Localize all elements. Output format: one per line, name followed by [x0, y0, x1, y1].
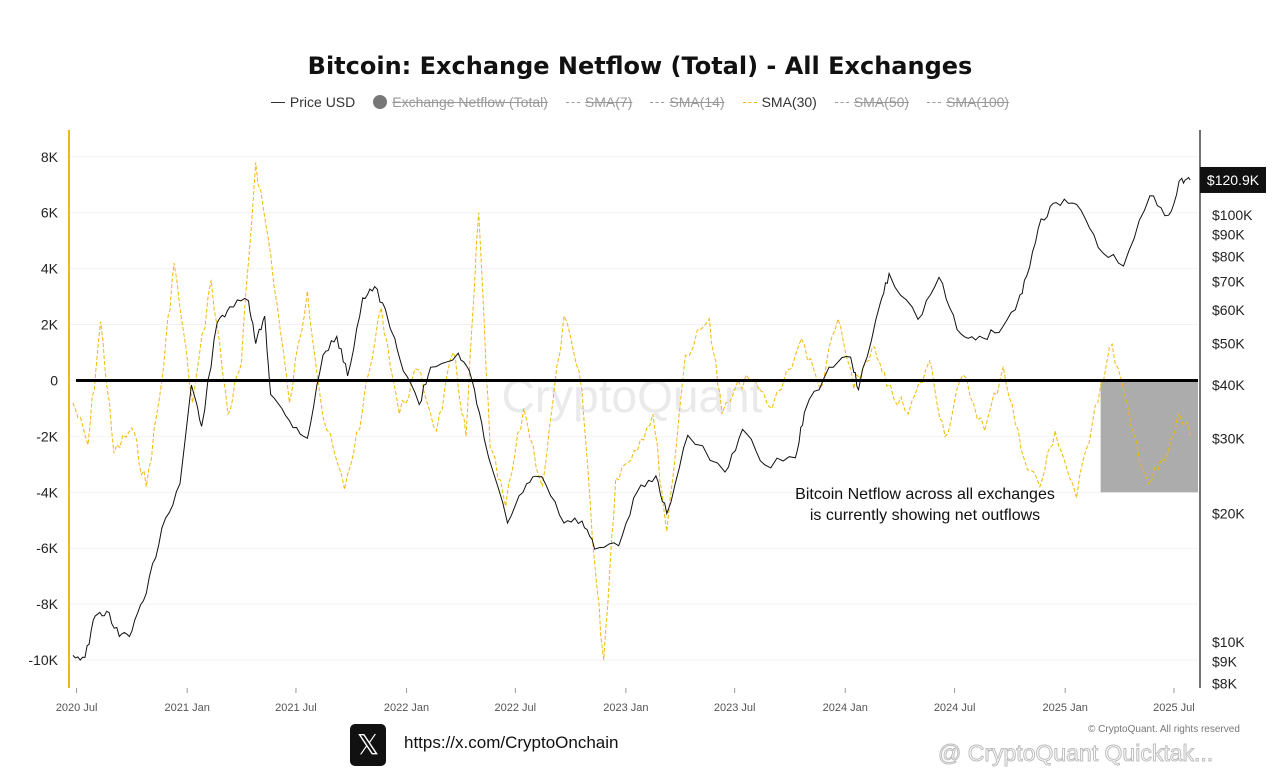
series-line-sma30 [72, 162, 1191, 661]
y-tick-label-right: $40K [1212, 377, 1245, 393]
copyright-text: © CryptoQuant. All rights reserved [1088, 724, 1240, 735]
y-tick-label-right: $20K [1212, 505, 1245, 521]
y-tick-label-left: -4K [36, 484, 58, 500]
legend-label: SMA(7) [584, 94, 633, 110]
legend-swatch [834, 101, 849, 103]
x-tick-label: 2021 Jul [275, 702, 317, 714]
x-tick-label: 2022 Jan [384, 702, 429, 714]
y-tick-label-right: $70K [1212, 273, 1245, 289]
y-tick-label-right: $100K [1212, 207, 1253, 223]
legend-swatch [373, 95, 388, 109]
legend-item-exchange-netflow[interactable]: Exchange Netflow (Total) [373, 94, 548, 110]
annotation-text: Bitcoin Netflow across all exchanges [795, 486, 1055, 503]
legend-item-price-usd[interactable]: Price USD [270, 94, 356, 110]
y-tick-label-right: $90K [1212, 227, 1245, 243]
series-line-price-usd [72, 176, 1191, 661]
legend-label: SMA(50) [853, 94, 910, 110]
y-tick-label-left: -2K [36, 428, 58, 444]
x-tick-label: 2021 Jan [165, 702, 210, 714]
y-tick-label-left: 0 [50, 372, 58, 388]
y-tick-label-left: -6K [36, 540, 58, 556]
legend-label: Price USD [289, 94, 356, 110]
x-tick-label: 2020 Jul [56, 702, 98, 714]
legend-swatch [270, 101, 285, 103]
axis-layer: 8K 6K 4K 2K 0 -2K -4K -6K -8K -10K $100K $90K $80K $7… [28, 130, 1266, 714]
x-tick-label: 2024 Jan [823, 702, 868, 714]
highlight-box [1100, 380, 1198, 493]
legend-item-sma7[interactable]: SMA(7) [565, 94, 633, 110]
current-price-label: $120.9K [1207, 172, 1260, 188]
y-tick-label-left: 6K [41, 205, 59, 221]
y-tick-label-right: $80K [1212, 249, 1245, 265]
x-tick-label: 2022 Jul [495, 702, 537, 714]
y-tick-label-left: -8K [36, 596, 58, 612]
legend-item-sma30[interactable]: SMA(30) [742, 94, 817, 110]
y-tick-label-left: 8K [41, 149, 59, 165]
legend-swatch [927, 101, 942, 103]
x-tick-label: 2025 Jan [1043, 702, 1088, 714]
annotation-text: is currently showing net outflows [810, 507, 1040, 524]
legend-label: SMA(14) [669, 94, 725, 110]
current-price-badge [1200, 166, 1266, 193]
annotation-layer: Bitcoin Netflow across all exchanges is c… [795, 486, 1055, 524]
y-tick-label-right: $10K [1212, 634, 1245, 650]
legend-item-sma50[interactable]: SMA(50) [834, 94, 910, 110]
x-logo-icon: 𝕏 [350, 724, 386, 766]
y-tick-label-right: $30K [1212, 430, 1245, 446]
chart-legend: Price USD Exchange Netflow (Total) SMA(7… [0, 94, 1280, 110]
y-tick-label-left: 2K [41, 317, 59, 333]
legend-swatch [650, 101, 665, 103]
y-tick-label-left: -10K [28, 652, 58, 668]
legend-item-sma14[interactable]: SMA(14) [650, 94, 725, 110]
legend-swatch [742, 101, 757, 103]
legend-item-sma100[interactable]: SMA(100) [927, 94, 1009, 110]
price-layer [72, 176, 1191, 661]
x-tick-label: 2024 Jul [934, 702, 976, 714]
y-tick-label-right: $9K [1212, 653, 1238, 669]
watermark-bottom: @ CryptoQuant Quicktak... [937, 740, 1214, 767]
legend-swatch [565, 101, 580, 103]
x-tick-label: 2023 Jul [714, 702, 756, 714]
sma30-layer [72, 162, 1191, 661]
legend-label: SMA(100) [946, 94, 1010, 110]
x-tick-label: 2023 Jan [603, 702, 648, 714]
y-tick-label-right: $60K [1212, 302, 1245, 318]
legend-label: SMA(30) [761, 94, 817, 110]
legend-label: Exchange Netflow (Total) [392, 94, 548, 110]
x-tick-label: 2025 Jul [1153, 702, 1195, 714]
highlight-layer [1100, 380, 1198, 493]
chart-title: Bitcoin: Exchange Netflow (Total) - All … [307, 52, 973, 80]
y-tick-label-right: $8K [1212, 675, 1238, 691]
watermark-cryptoquant: CryptoQuant [502, 370, 763, 422]
source-link[interactable]: https://x.com/CryptoOnchain [404, 733, 619, 752]
y-tick-label-right: $50K [1212, 336, 1245, 352]
y-tick-label-left: 4K [41, 261, 59, 277]
